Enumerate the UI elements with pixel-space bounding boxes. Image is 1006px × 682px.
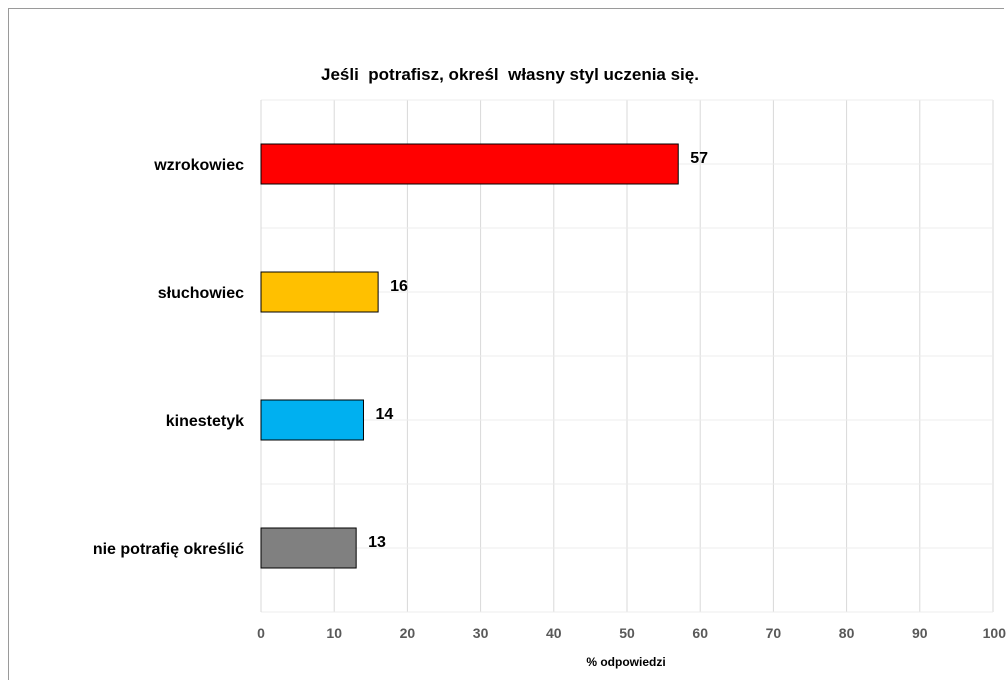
category-labels: wzrokowiec słuchowiec kinestetyk nie potraf… [93,157,244,558]
x-tick-label: 60 [692,625,708,641]
value-labels: 57 16 14 13 [368,150,708,551]
x-tick-label: 40 [546,625,562,641]
bar-4 [260,527,357,569]
grid [260,99,994,613]
chart-frame [8,8,1004,680]
x-tick-label: 10 [326,625,342,641]
x-tick-label: 20 [400,625,416,641]
x-tick-label: 70 [766,625,782,641]
bar-3 [260,399,364,441]
x-tick-label: 30 [473,625,489,641]
data-label: 14 [375,406,393,423]
x-tick-label: 0 [257,625,265,641]
category-label: słuchowiec [158,285,244,302]
category-label: nie potrafię określić [93,541,244,558]
category-label: kinestetyk [166,413,244,430]
x-tick-label: 50 [619,625,635,641]
x-tick-labels: 0 10 20 30 40 50 60 70 80 90 100 [257,625,1006,641]
x-tick-label: 100 [983,625,1006,641]
x-tick-label: 90 [912,625,928,641]
bar-2 [260,271,379,313]
data-label: 13 [368,534,386,551]
bars [260,143,679,569]
data-label: 57 [690,150,708,167]
x-axis-title: % odpowiedzi [586,655,665,669]
data-label: 16 [390,278,408,295]
chart-title: Jeśli potrafisz, określ własny styl ucze… [321,65,699,84]
x-tick-label: 80 [839,625,855,641]
bar-1 [260,143,679,185]
category-label: wzrokowiec [153,157,244,174]
